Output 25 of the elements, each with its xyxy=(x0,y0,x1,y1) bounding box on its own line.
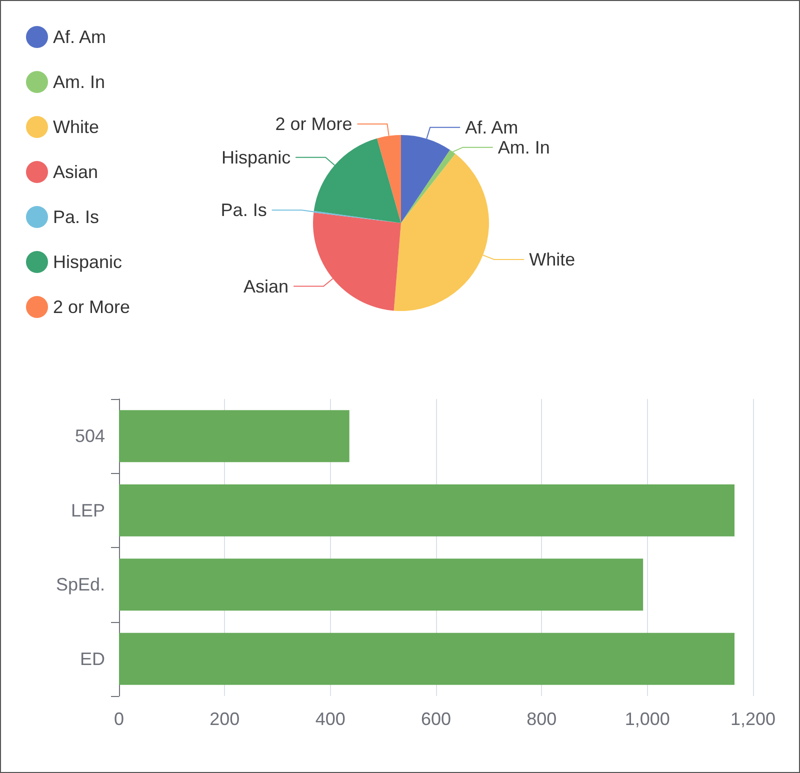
y-tick-label: 504 xyxy=(74,426,105,446)
x-tick-label: 800 xyxy=(526,709,557,729)
legend-label: Am. In xyxy=(53,72,106,92)
slice-label: Pa. Is xyxy=(220,200,267,220)
y-tick-label: SpEd. xyxy=(56,574,105,595)
slice-label: Am. In xyxy=(498,137,550,158)
slice-label: Hispanic xyxy=(222,147,291,168)
legend-label: Asian xyxy=(53,162,98,182)
x-tick-label: 400 xyxy=(315,709,346,729)
legend-label: Hispanic xyxy=(53,252,122,272)
legend-label: White xyxy=(53,117,100,137)
y-tick-label: LEP xyxy=(70,500,105,520)
legend-label: Af. Am xyxy=(53,27,106,47)
x-tick-label: 0 xyxy=(114,709,124,729)
y-tick-label: ED xyxy=(80,648,105,669)
slice-label: Asian xyxy=(244,276,289,296)
slice-label: Af. Am xyxy=(465,117,518,138)
x-tick-label: 600 xyxy=(420,709,452,729)
slice-label: 2 or More xyxy=(275,114,352,134)
x-tick-label: 200 xyxy=(210,709,240,729)
x-tick-label: 1,000 xyxy=(624,709,670,729)
x-tick-label: 1,200 xyxy=(730,709,776,729)
legend-label: Pa. Is xyxy=(53,207,100,227)
slice-label: White xyxy=(529,250,576,270)
legend-label: 2 or More xyxy=(53,297,130,317)
